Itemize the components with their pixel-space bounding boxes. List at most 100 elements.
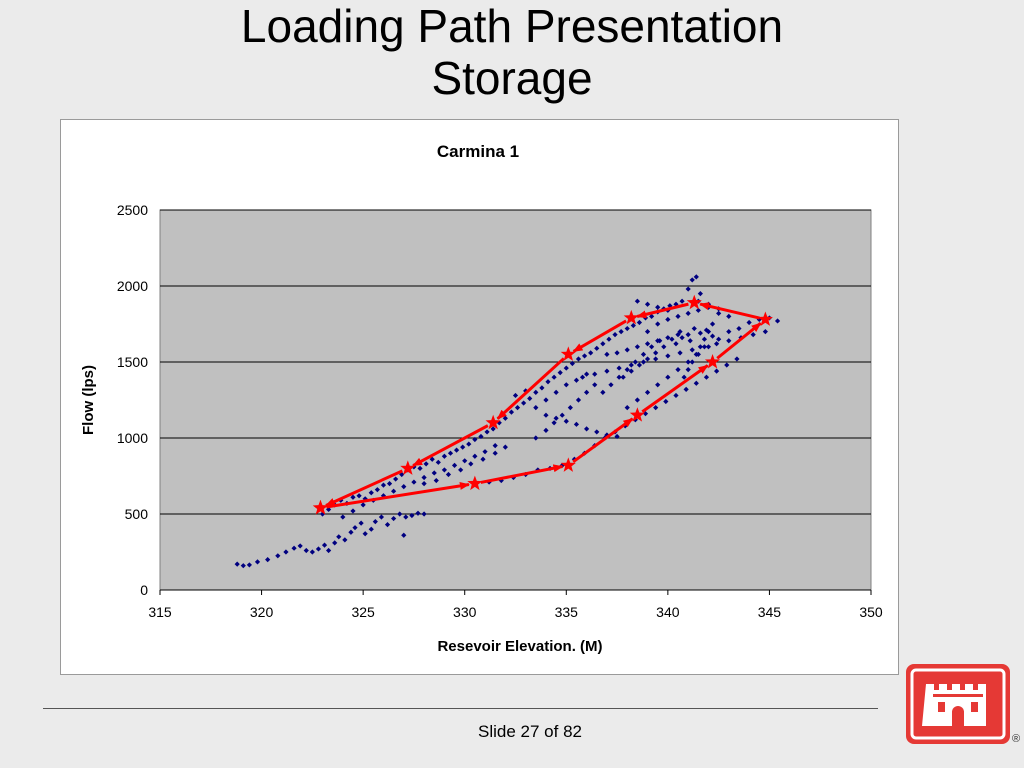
data-point bbox=[480, 456, 486, 462]
data-point bbox=[750, 332, 756, 338]
path-star bbox=[560, 346, 576, 361]
data-point bbox=[362, 531, 368, 537]
data-point bbox=[342, 537, 348, 543]
path-star bbox=[312, 499, 329, 515]
data-point bbox=[397, 511, 403, 517]
data-point bbox=[703, 374, 710, 380]
data-point bbox=[336, 534, 342, 540]
data-point bbox=[545, 379, 551, 385]
data-point bbox=[472, 453, 478, 459]
data-point bbox=[502, 444, 508, 450]
data-point bbox=[429, 456, 435, 462]
path-star bbox=[629, 407, 645, 422]
path-star bbox=[485, 414, 501, 430]
path-star bbox=[757, 311, 773, 326]
data-point bbox=[315, 546, 322, 552]
data-point bbox=[614, 350, 620, 356]
data-point bbox=[451, 462, 458, 468]
data-point bbox=[679, 335, 685, 341]
path-arrow bbox=[636, 302, 689, 319]
x-tick-label: 315 bbox=[148, 604, 172, 620]
path-arrow bbox=[572, 319, 627, 353]
data-point bbox=[616, 374, 622, 380]
slide-title-line1: Loading Path Presentation bbox=[240, 0, 784, 52]
data-point bbox=[691, 325, 697, 332]
data-point bbox=[563, 418, 569, 424]
x-tick-label: 350 bbox=[859, 604, 883, 620]
data-point bbox=[714, 341, 720, 347]
data-point bbox=[321, 542, 328, 548]
data-point bbox=[468, 461, 474, 467]
path-arrow bbox=[325, 469, 403, 507]
data-point bbox=[527, 395, 533, 402]
data-point bbox=[551, 420, 557, 426]
data-point bbox=[384, 522, 391, 528]
data-point bbox=[496, 420, 502, 426]
data-point bbox=[714, 368, 720, 374]
data-point bbox=[709, 321, 716, 327]
data-point bbox=[492, 443, 498, 449]
data-point bbox=[683, 386, 689, 392]
data-point bbox=[401, 532, 407, 538]
data-point bbox=[644, 301, 651, 307]
data-point bbox=[403, 514, 409, 520]
data-point bbox=[575, 397, 582, 403]
data-point bbox=[559, 412, 565, 418]
data-point bbox=[543, 412, 549, 418]
x-tick-labels: 315 320 325 330 335 340 345 350 bbox=[148, 604, 883, 620]
data-point bbox=[653, 405, 659, 411]
data-point bbox=[358, 520, 364, 526]
data-point bbox=[411, 479, 417, 485]
data-point bbox=[533, 405, 539, 411]
data-point bbox=[573, 421, 580, 427]
data-point bbox=[620, 374, 626, 380]
data-point bbox=[352, 525, 358, 531]
data-point bbox=[634, 344, 640, 350]
data-point bbox=[332, 540, 338, 546]
data-point bbox=[573, 377, 580, 383]
data-point bbox=[391, 515, 397, 522]
data-point bbox=[374, 487, 380, 493]
data-point bbox=[681, 374, 687, 380]
data-point bbox=[490, 426, 496, 432]
data-point bbox=[543, 427, 549, 433]
data-point bbox=[624, 405, 630, 411]
path-star bbox=[400, 460, 416, 475]
x-tick-label: 330 bbox=[453, 604, 477, 620]
data-point bbox=[592, 382, 598, 388]
data-point bbox=[685, 359, 691, 365]
data-point bbox=[661, 344, 667, 350]
data-point bbox=[628, 368, 634, 374]
slide-title: Loading Path Presentation Storage bbox=[0, 0, 1024, 104]
data-point bbox=[606, 336, 612, 342]
y-tick-label: 500 bbox=[125, 506, 149, 522]
data-point bbox=[401, 484, 407, 490]
data-point bbox=[655, 321, 661, 327]
data-point bbox=[340, 514, 346, 520]
x-tick-label: 335 bbox=[555, 604, 579, 620]
path-star bbox=[704, 354, 721, 369]
data-point bbox=[689, 359, 695, 365]
path-arrow bbox=[496, 357, 565, 420]
footer-divider bbox=[43, 708, 878, 709]
data-point bbox=[234, 561, 240, 567]
x-tick-label: 340 bbox=[656, 604, 680, 620]
y-tick-label: 1000 bbox=[117, 430, 148, 446]
y-axis-label: Flow (lps) bbox=[80, 365, 97, 435]
data-point bbox=[736, 325, 742, 332]
data-point bbox=[673, 392, 679, 399]
plot-area bbox=[159, 209, 872, 591]
data-point bbox=[665, 316, 671, 323]
path-arrow bbox=[572, 417, 634, 464]
y-tick-label: 2500 bbox=[117, 202, 148, 218]
data-point bbox=[391, 488, 397, 494]
data-point bbox=[594, 429, 600, 435]
chart-frame: Carmina 1 0 500 1000 1500 2000 2500 315 320 325… bbox=[60, 119, 899, 675]
data-point bbox=[579, 374, 586, 380]
data-point bbox=[608, 382, 614, 388]
data-point bbox=[362, 496, 368, 502]
path-star bbox=[560, 457, 576, 472]
data-point bbox=[533, 389, 539, 395]
data-point bbox=[435, 459, 441, 465]
path-star bbox=[686, 294, 702, 310]
